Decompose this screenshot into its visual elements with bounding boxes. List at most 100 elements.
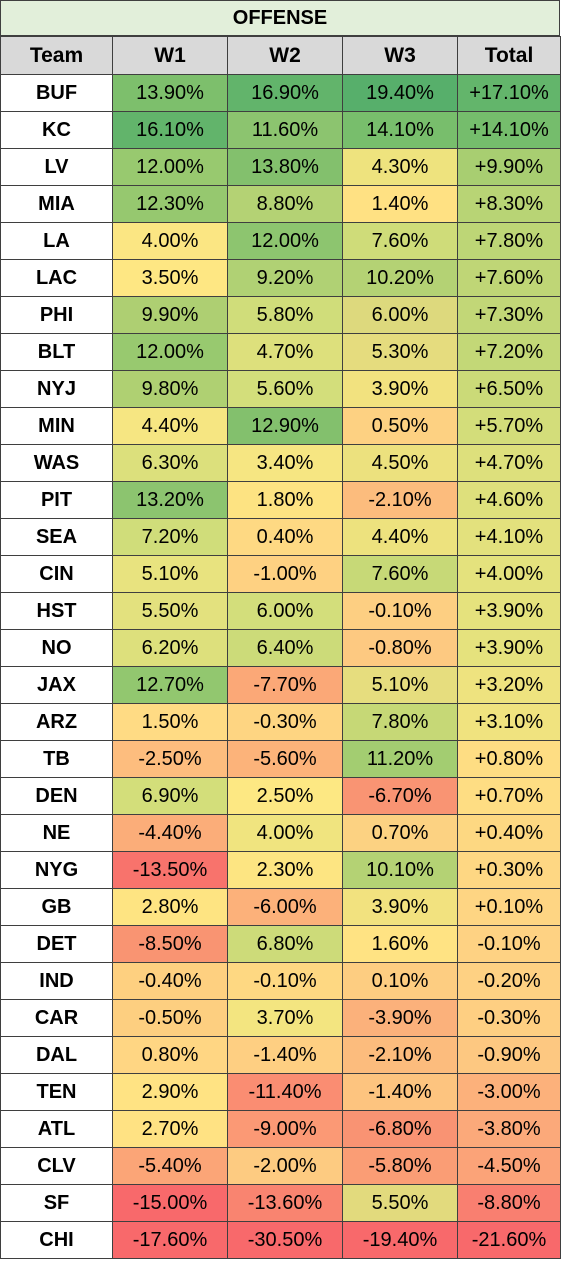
total-cell: +7.80% (457, 222, 561, 260)
w2-cell: 5.60% (227, 370, 343, 408)
w3-cell: 6.00% (342, 296, 458, 334)
table-row: HST 5.50% 6.00% -0.10% +3.90% (0, 592, 561, 630)
team-cell: DEN (0, 777, 113, 815)
table-row: TB -2.50% -5.60% 11.20% +0.80% (0, 740, 561, 778)
total-cell: +3.90% (457, 592, 561, 630)
team-cell: SF (0, 1184, 113, 1222)
team-cell: ARZ (0, 703, 113, 741)
total-cell: -4.50% (457, 1147, 561, 1185)
w3-cell: -19.40% (342, 1221, 458, 1259)
total-cell: +4.10% (457, 518, 561, 556)
table-row: JAX 12.70% -7.70% 5.10% +3.20% (0, 666, 561, 704)
w1-cell: 12.30% (112, 185, 228, 223)
table-body: BUF 13.90% 16.90% 19.40% +17.10% KC 16.10% 11.6… (0, 74, 561, 1259)
w3-cell: -1.40% (342, 1073, 458, 1111)
table-row: WAS 6.30% 3.40% 4.50% +4.70% (0, 444, 561, 482)
w1-cell: -0.50% (112, 999, 228, 1037)
w2-cell: 8.80% (227, 185, 343, 223)
w3-cell: 0.50% (342, 407, 458, 445)
team-cell: PIT (0, 481, 113, 519)
w3-cell: 7.60% (342, 555, 458, 593)
table-row: BLT 12.00% 4.70% 5.30% +7.20% (0, 333, 561, 371)
header-total: Total (457, 36, 561, 75)
header-w2: W2 (227, 36, 343, 75)
w2-cell: -0.10% (227, 962, 343, 1000)
w2-cell: 4.70% (227, 333, 343, 371)
table-row: ARZ 1.50% -0.30% 7.80% +3.10% (0, 703, 561, 741)
team-cell: WAS (0, 444, 113, 482)
total-cell: +14.10% (457, 111, 561, 149)
team-cell: ATL (0, 1110, 113, 1148)
w1-cell: 16.10% (112, 111, 228, 149)
w2-cell: -13.60% (227, 1184, 343, 1222)
table-row: DAL 0.80% -1.40% -2.10% -0.90% (0, 1036, 561, 1074)
total-cell: +5.70% (457, 407, 561, 445)
table-row: CAR -0.50% 3.70% -3.90% -0.30% (0, 999, 561, 1037)
w3-cell: 4.50% (342, 444, 458, 482)
w3-cell: 4.30% (342, 148, 458, 186)
w2-cell: -1.00% (227, 555, 343, 593)
w1-cell: 3.50% (112, 259, 228, 297)
w1-cell: -4.40% (112, 814, 228, 852)
w2-cell: 4.00% (227, 814, 343, 852)
team-cell: TB (0, 740, 113, 778)
w3-cell: -2.10% (342, 481, 458, 519)
team-cell: DAL (0, 1036, 113, 1074)
team-cell: CLV (0, 1147, 113, 1185)
total-cell: +0.70% (457, 777, 561, 815)
w1-cell: 12.00% (112, 148, 228, 186)
team-cell: KC (0, 111, 113, 149)
total-cell: +3.20% (457, 666, 561, 704)
w3-cell: 5.10% (342, 666, 458, 704)
table-row: LA 4.00% 12.00% 7.60% +7.80% (0, 222, 561, 260)
team-cell: DET (0, 925, 113, 963)
table-row: CLV -5.40% -2.00% -5.80% -4.50% (0, 1147, 561, 1185)
w2-cell: -0.30% (227, 703, 343, 741)
w1-cell: -2.50% (112, 740, 228, 778)
w3-cell: -0.80% (342, 629, 458, 667)
w3-cell: 10.20% (342, 259, 458, 297)
total-cell: -21.60% (457, 1221, 561, 1259)
w1-cell: 13.20% (112, 481, 228, 519)
w2-cell: 16.90% (227, 74, 343, 112)
w3-cell: 10.10% (342, 851, 458, 889)
w2-cell: 2.50% (227, 777, 343, 815)
w2-cell: 3.70% (227, 999, 343, 1037)
total-cell: +0.10% (457, 888, 561, 926)
w2-cell: 1.80% (227, 481, 343, 519)
w2-cell: -7.70% (227, 666, 343, 704)
table-row: MIA 12.30% 8.80% 1.40% +8.30% (0, 185, 561, 223)
table-row: IND -0.40% -0.10% 0.10% -0.20% (0, 962, 561, 1000)
team-cell: CHI (0, 1221, 113, 1259)
total-cell: -8.80% (457, 1184, 561, 1222)
table-row: NO 6.20% 6.40% -0.80% +3.90% (0, 629, 561, 667)
team-cell: PHI (0, 296, 113, 334)
w3-cell: 4.40% (342, 518, 458, 556)
total-cell: +4.60% (457, 481, 561, 519)
team-cell: HST (0, 592, 113, 630)
w1-cell: 12.00% (112, 333, 228, 371)
table-row: DET -8.50% 6.80% 1.60% -0.10% (0, 925, 561, 963)
w1-cell: 2.70% (112, 1110, 228, 1148)
w1-cell: -17.60% (112, 1221, 228, 1259)
team-cell: NYJ (0, 370, 113, 408)
w3-cell: 11.20% (342, 740, 458, 778)
team-cell: NO (0, 629, 113, 667)
total-cell: +7.60% (457, 259, 561, 297)
w2-cell: -9.00% (227, 1110, 343, 1148)
w2-cell: 11.60% (227, 111, 343, 149)
w2-cell: 13.80% (227, 148, 343, 186)
header-w1: W1 (112, 36, 228, 75)
header-team: Team (0, 36, 113, 75)
team-cell: JAX (0, 666, 113, 704)
total-cell: +0.40% (457, 814, 561, 852)
w2-cell: 5.80% (227, 296, 343, 334)
w3-cell: -6.80% (342, 1110, 458, 1148)
w1-cell: 7.20% (112, 518, 228, 556)
w2-cell: -2.00% (227, 1147, 343, 1185)
w3-cell: 0.70% (342, 814, 458, 852)
w2-cell: 6.80% (227, 925, 343, 963)
table-row: BUF 13.90% 16.90% 19.40% +17.10% (0, 74, 561, 112)
w3-cell: 19.40% (342, 74, 458, 112)
